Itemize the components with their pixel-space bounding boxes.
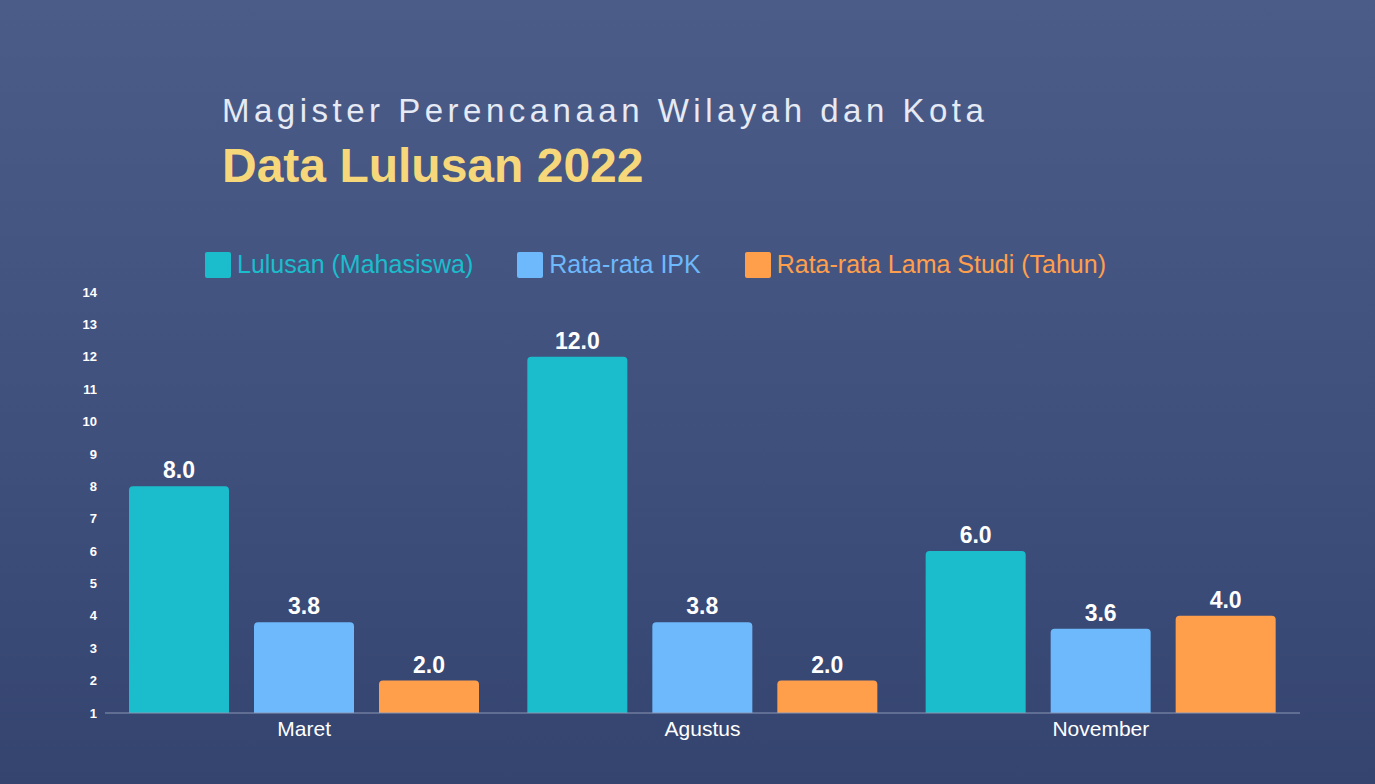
svg-text:4: 4 [90, 608, 98, 623]
svg-text:8: 8 [90, 479, 97, 494]
svg-text:5: 5 [90, 576, 97, 591]
svg-text:10: 10 [83, 414, 97, 429]
svg-text:6: 6 [90, 544, 97, 559]
html-text:Rata-rata IPK: Rata-rata IPK [549, 250, 701, 278]
svg-text:14: 14 [83, 285, 98, 300]
svg-text:3: 3 [90, 641, 97, 656]
svg-text:6.0: 6.0 [960, 522, 992, 548]
svg-text:2.0: 2.0 [811, 652, 843, 678]
svg-text:Maret: Maret [277, 717, 331, 740]
svg-text:2: 2 [90, 673, 97, 688]
html-text:Magister Perencanaan Wilayah d: Magister Perencanaan Wilayah dan Kota [222, 92, 989, 129]
svg-text:Agustus: Agustus [665, 717, 741, 740]
svg-text:3.6: 3.6 [1085, 600, 1117, 626]
svg-text:1: 1 [90, 706, 97, 721]
svg-text:November: November [1052, 717, 1149, 740]
svg-text:3.8: 3.8 [288, 593, 320, 619]
svg-text:2.0: 2.0 [413, 652, 445, 678]
svg-text:12: 12 [83, 349, 97, 364]
svg-text:4.0: 4.0 [1210, 587, 1242, 613]
svg-text:3.8: 3.8 [686, 593, 718, 619]
svg-text:12.0: 12.0 [555, 328, 600, 354]
svg-text:11: 11 [83, 382, 97, 397]
svg-text:13: 13 [83, 317, 97, 332]
svg-text:7: 7 [90, 511, 97, 526]
html-text:Data Lulusan 2022: Data Lulusan 2022 [222, 139, 644, 192]
svg-text:8.0: 8.0 [163, 457, 195, 483]
html-text:Lulusan (Mahasiswa): Lulusan (Mahasiswa) [237, 250, 474, 278]
html-text:Rata-rata Lama Studi (Tahun): Rata-rata Lama Studi (Tahun) [776, 250, 1106, 278]
svg-text:9: 9 [90, 447, 97, 462]
